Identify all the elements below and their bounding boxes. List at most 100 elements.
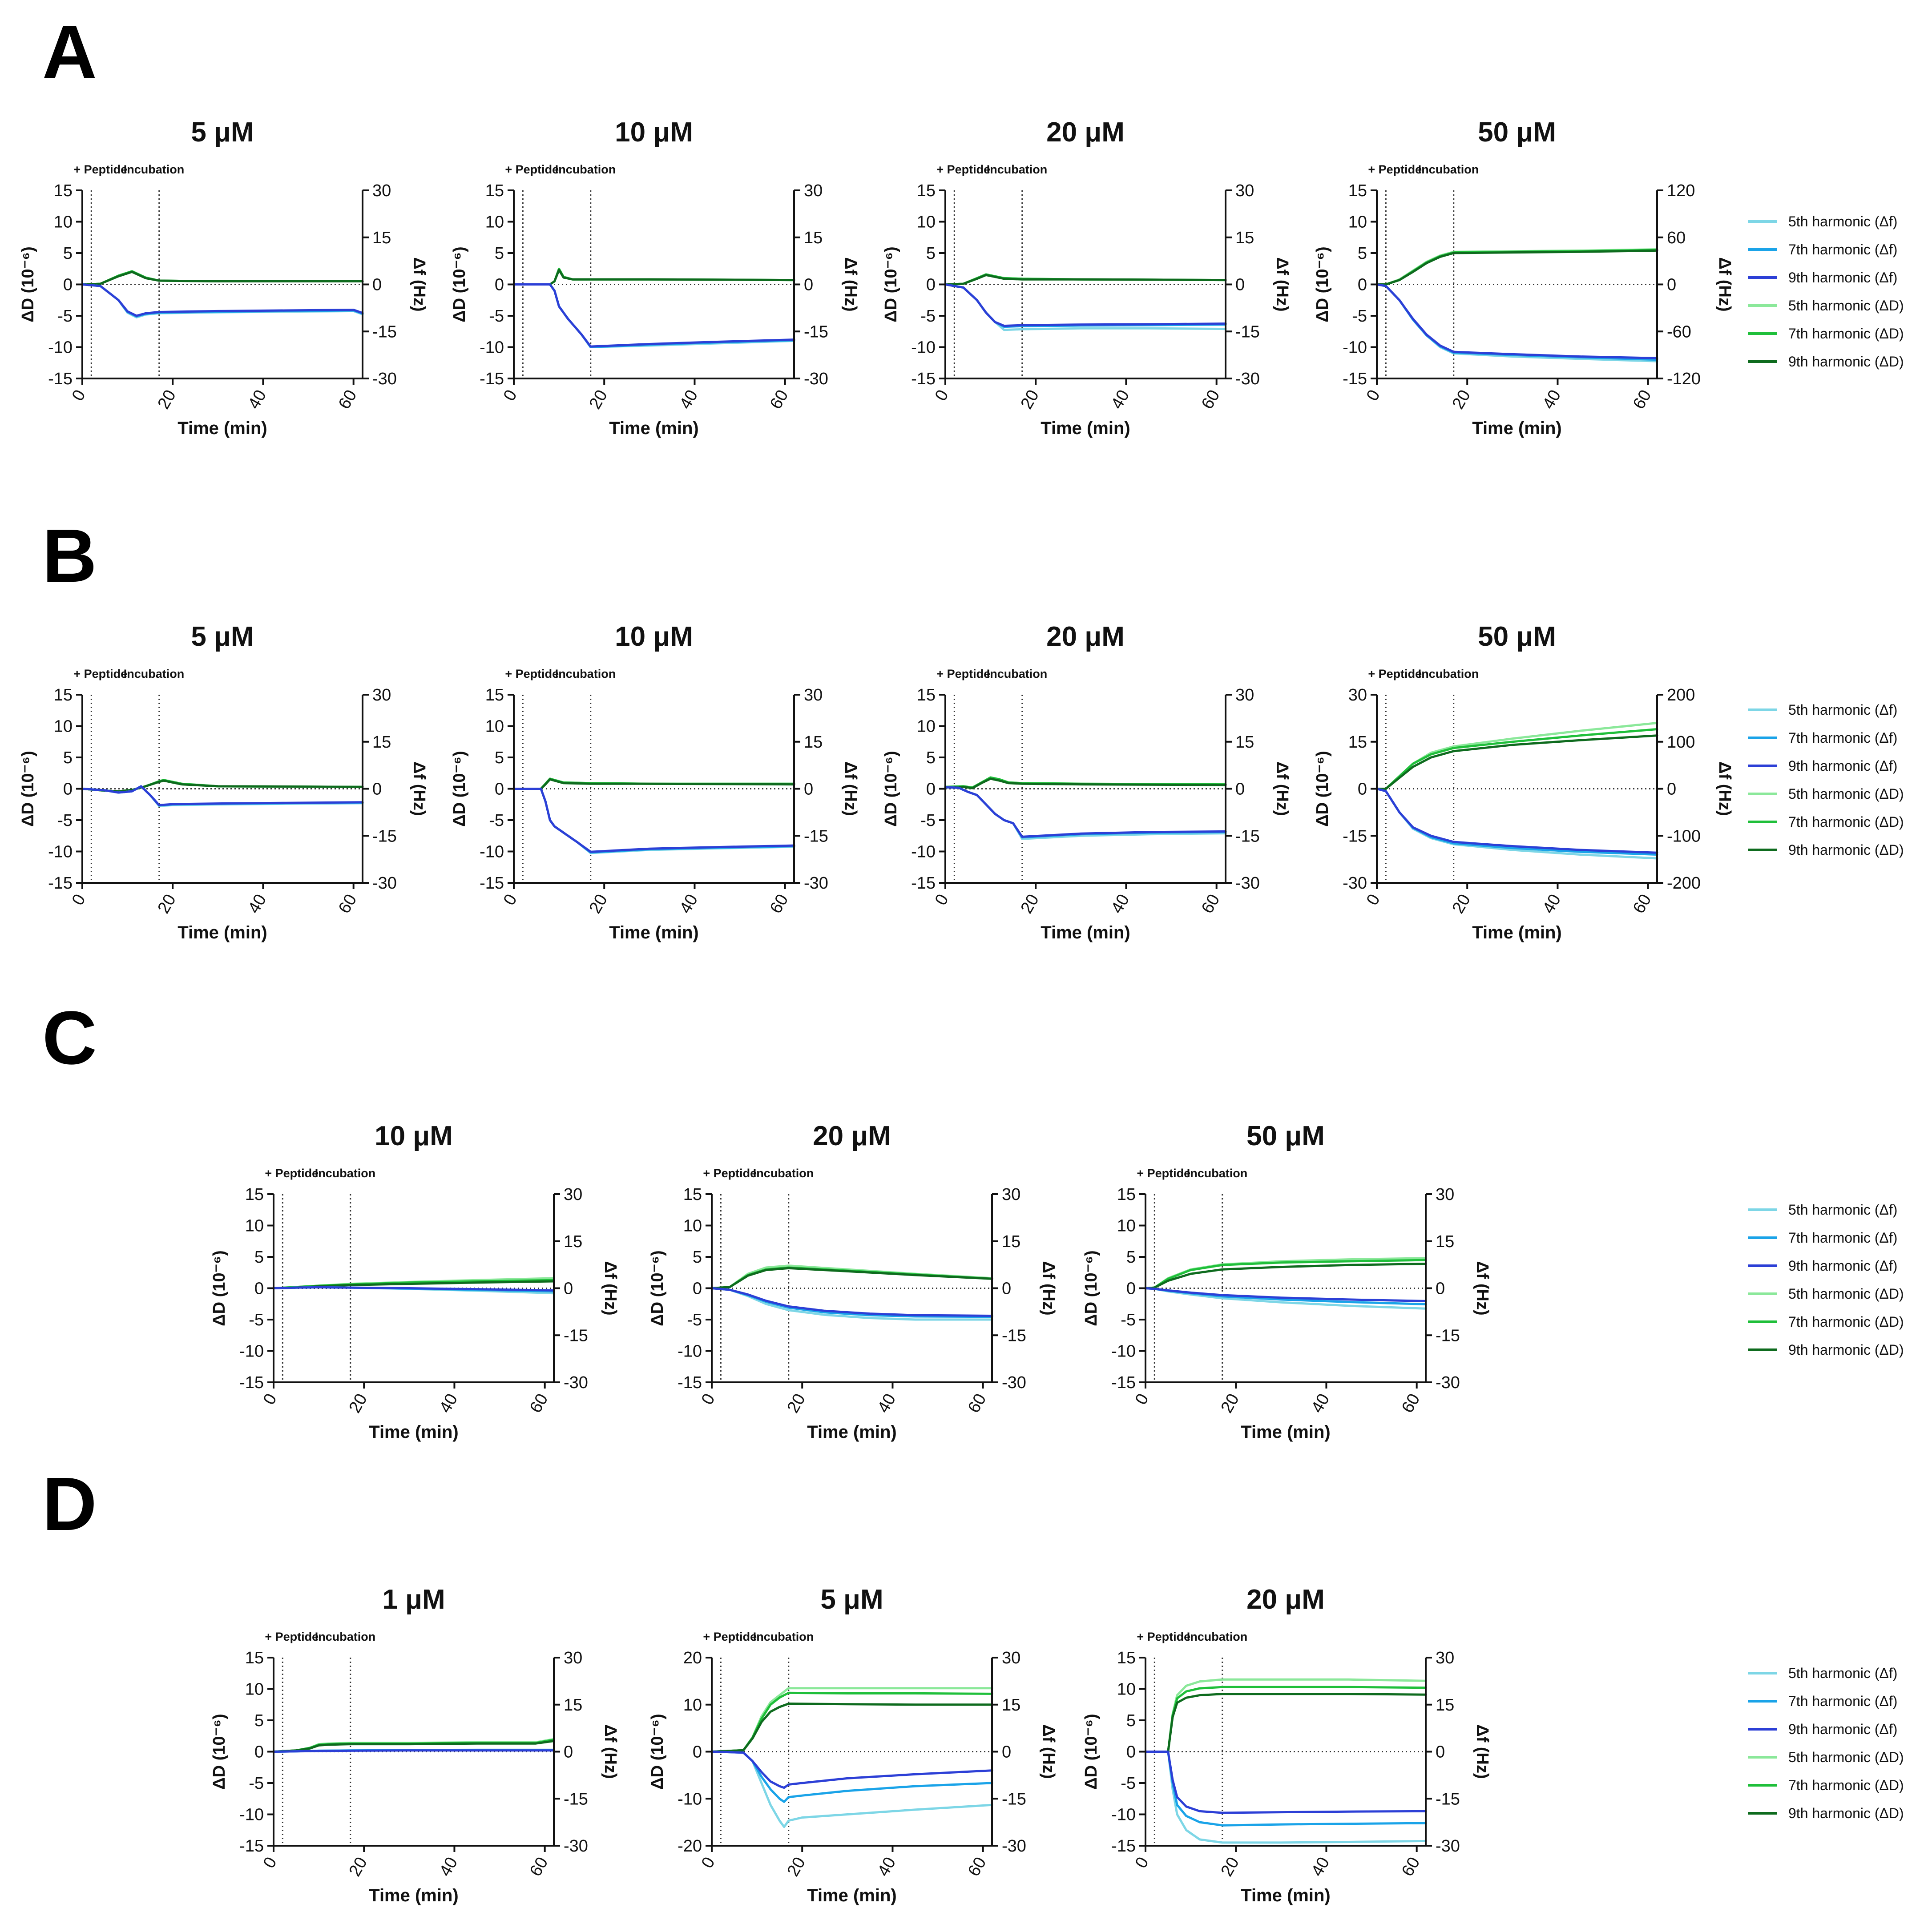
x-tick-label: 40 <box>874 1854 900 1880</box>
x-tick-label: 0 <box>69 387 89 404</box>
y-right-axis-label: Δf (Hz) <box>1715 257 1734 311</box>
x-tick-label: 60 <box>1629 387 1655 413</box>
y-left-tick-label: -20 <box>678 1837 702 1856</box>
chart-title: 50 μM <box>1478 621 1556 652</box>
legend-label: 5th harmonic (Δf) <box>1788 1202 1897 1218</box>
x-tick-label: 40 <box>676 387 702 413</box>
y-right-tick-label: -15 <box>564 1326 588 1345</box>
chart-title: 5 μM <box>191 621 254 652</box>
y-left-tick-label: -15 <box>48 370 73 388</box>
y-right-tick-label: 0 <box>564 1280 573 1298</box>
series-line-9th-harmonic-f <box>272 1749 555 1753</box>
y-left-axis-label: ΔD (10⁻⁶) <box>450 751 469 826</box>
peptide-annotation: + Peptide <box>703 1167 757 1180</box>
incubation-annotation: Incubation <box>555 667 616 680</box>
y-right-tick-label: 15 <box>1235 229 1254 247</box>
y-left-tick-label: 5 <box>63 749 73 767</box>
chart-title: 5 μM <box>820 1584 883 1615</box>
y-right-tick-label: 15 <box>1235 733 1254 752</box>
y-right-tick-label: 0 <box>1235 276 1245 294</box>
incubation-annotation: Incubation <box>987 163 1048 176</box>
series-line-7th-harmonic-f <box>1144 1751 1427 1827</box>
y-left-tick-label: -30 <box>1343 874 1367 893</box>
x-tick-label: 60 <box>1198 387 1224 413</box>
y-left-tick-label: 15 <box>1117 1649 1136 1667</box>
y-left-tick-label: -15 <box>1111 1373 1136 1392</box>
chart-title: 50 μM <box>1246 1121 1325 1151</box>
incubation-annotation: Incubation <box>124 667 185 680</box>
incubation-annotation: Incubation <box>1187 1630 1248 1643</box>
incubation-annotation: Incubation <box>555 163 616 176</box>
y-left-tick-label: 10 <box>917 213 936 232</box>
series-line-9th-harmonic-d <box>1144 1693 1427 1753</box>
y-left-tick-label: 0 <box>1126 1743 1136 1762</box>
y-left-tick-label: 0 <box>1358 276 1367 294</box>
series-line-9th-harmonic-f <box>81 785 364 806</box>
y-left-tick-label: -15 <box>678 1373 702 1392</box>
y-left-tick-label: 0 <box>693 1280 702 1298</box>
y-right-tick-label: 15 <box>804 733 823 752</box>
y-left-tick-label: 5 <box>693 1248 702 1267</box>
series-line-5th-harmonic-f <box>1144 1751 1427 1844</box>
x-axis-label: Time (min) <box>369 1886 459 1905</box>
x-tick-label: 0 <box>698 1854 719 1872</box>
series-line-9th-harmonic-d <box>81 779 364 793</box>
y-left-tick-label: 15 <box>1117 1185 1136 1204</box>
y-left-tick-label: -10 <box>1343 338 1367 357</box>
y-left-axis-label: ΔD (10⁻⁶) <box>450 246 469 322</box>
y-left-tick-label: -15 <box>480 874 504 893</box>
incubation-annotation: Incubation <box>1418 163 1479 176</box>
y-left-tick-label: 10 <box>683 1217 702 1236</box>
y-left-tick-label: -10 <box>911 843 936 861</box>
y-right-tick-label: -15 <box>372 322 397 341</box>
legend-label: 5th harmonic (ΔD) <box>1788 1749 1904 1765</box>
x-axis-label: Time (min) <box>609 923 699 942</box>
x-tick-label: 20 <box>1017 387 1043 413</box>
y-left-tick-label: 20 <box>683 1649 702 1667</box>
y-left-tick-label: -15 <box>1343 370 1367 388</box>
series-line-7th-harmonic-f <box>710 1751 993 1803</box>
x-tick-label: 0 <box>260 1854 281 1872</box>
y-left-tick-label: 5 <box>254 1248 264 1267</box>
y-left-tick-label: -5 <box>1121 1774 1136 1793</box>
panel-letter-b: B <box>42 514 97 598</box>
y-right-tick-label: 30 <box>1436 1185 1454 1204</box>
x-tick-label: 60 <box>335 387 361 413</box>
x-tick-label: 0 <box>932 891 952 909</box>
series-line-7th-harmonic-d <box>710 1691 993 1753</box>
y-right-tick-label: 15 <box>372 733 391 752</box>
x-tick-label: 20 <box>586 387 612 413</box>
x-tick-label: 60 <box>526 1391 552 1417</box>
legend-label: 9th harmonic (ΔD) <box>1788 1342 1904 1358</box>
y-right-tick-label: -100 <box>1667 827 1701 845</box>
y-left-tick-label: -5 <box>1352 307 1367 326</box>
y-left-tick-label: -10 <box>1111 1806 1136 1824</box>
peptide-annotation: + Peptide <box>1368 667 1422 680</box>
y-right-tick-label: 15 <box>804 229 823 247</box>
y-right-tick-label: -15 <box>1002 1790 1026 1808</box>
y-right-tick-label: -60 <box>1667 322 1691 341</box>
y-right-axis-label: Δf (Hz) <box>1039 1724 1058 1779</box>
panel-letter-d: D <box>42 1462 97 1546</box>
chart-title: 10 μM <box>375 1121 453 1151</box>
x-tick-label: 60 <box>1198 891 1224 917</box>
y-right-tick-label: 120 <box>1667 181 1695 200</box>
x-tick-label: 40 <box>676 891 702 917</box>
y-left-tick-label: -15 <box>480 370 504 388</box>
x-tick-label: 60 <box>1398 1854 1424 1880</box>
series-line-9th-harmonic-f <box>710 1751 993 1789</box>
y-right-tick-label: -30 <box>372 370 397 388</box>
y-right-tick-label: -15 <box>1235 322 1260 341</box>
legend-label: 5th harmonic (ΔD) <box>1788 1286 1904 1302</box>
x-tick-label: 60 <box>335 891 361 917</box>
legend-label: 7th harmonic (Δf) <box>1788 1693 1897 1709</box>
y-right-tick-label: 0 <box>1436 1280 1445 1298</box>
chart-title: 50 μM <box>1478 117 1556 148</box>
y-left-tick-label: -5 <box>1121 1311 1136 1329</box>
series-line-7th-harmonic-f <box>1375 283 1658 361</box>
